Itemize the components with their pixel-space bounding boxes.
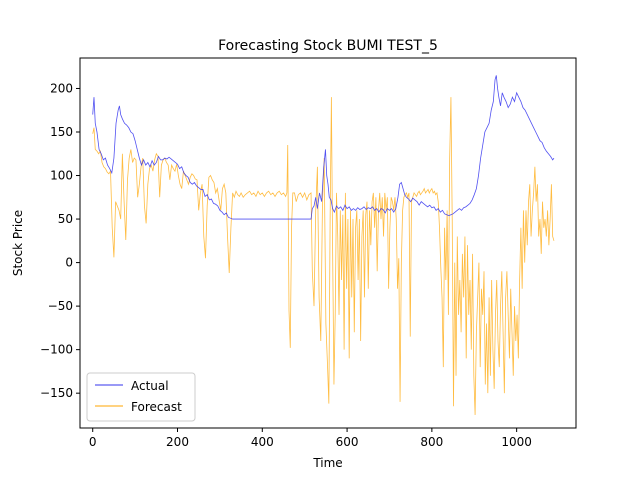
legend-actual-label: Actual — [131, 379, 169, 393]
series-line-actual — [92, 75, 555, 220]
y-axis-ticks: −150 −100 −50 0 50 100 150 200 — [40, 81, 80, 400]
y-tick-label: 100 — [50, 169, 73, 183]
y-tick-label: 0 — [65, 256, 73, 270]
y-tick-label: 50 — [58, 212, 73, 226]
x-tick-label: 600 — [336, 435, 359, 449]
axes-frame — [79, 57, 577, 429]
series-line-forecast — [92, 97, 555, 415]
x-tick-label: 200 — [166, 435, 189, 449]
x-tick-label: 1000 — [501, 435, 532, 449]
x-axis-label: Time — [312, 456, 342, 470]
y-axis-label: Stock Price — [11, 210, 25, 276]
y-tick-label: −50 — [48, 299, 73, 313]
plot-area — [92, 75, 555, 415]
y-tick-label: 200 — [50, 81, 73, 95]
legend: Actual Forecast — [86, 372, 196, 422]
x-axis-ticks: 0 200 400 600 800 1000 — [89, 428, 532, 449]
x-tick-label: 400 — [251, 435, 274, 449]
y-tick-label: 150 — [50, 125, 73, 139]
x-tick-label: 0 — [89, 435, 97, 449]
chart-title: Forecasting Stock BUMI TEST_5 — [218, 38, 438, 54]
series-layer — [92, 75, 555, 415]
x-tick-label: 800 — [420, 435, 443, 449]
y-tick-label: −150 — [40, 386, 73, 400]
y-tick-label: −100 — [40, 343, 73, 357]
legend-forecast-label: Forecast — [131, 400, 182, 414]
